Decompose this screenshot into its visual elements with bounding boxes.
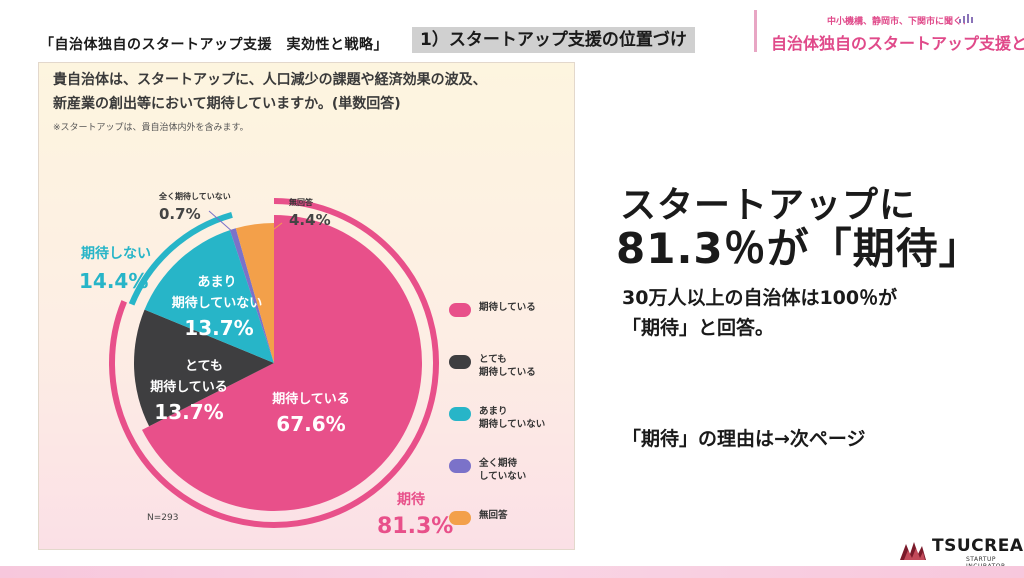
slice-value-very: 13.7% — [154, 400, 223, 424]
value-no-answer: 4.4% — [289, 211, 331, 229]
subhead-line-2: 「期待」と回答。 — [622, 317, 775, 339]
question-note: ※スタートアップは、貴自治体内外を含みます。 — [53, 123, 249, 133]
group-label-not-expect: 期待しない — [81, 245, 151, 262]
logo-subtitle: 中小機構、静岡市、下関市に聞く！ — [827, 17, 972, 27]
slice-no-answer — [235, 223, 274, 363]
series-logo: 中小機構、静岡市、下関市に聞く！ 自治体独自のスタートアップ支援とは — [754, 10, 1024, 53]
slice-value-expect: 67.6% — [276, 412, 345, 436]
slice-expect — [141, 215, 423, 511]
slice-label-expect: 期待している — [272, 391, 350, 407]
legend-swatch — [449, 407, 471, 421]
breadcrumb: 「自治体独自のスタートアップ支援 実効性と戦略」 — [40, 37, 388, 53]
value-none-at-all: 0.7% — [159, 205, 201, 223]
survey-panel: 貴自治体は、スタートアップに、人口減少の課題や経済効果の波及、 新産業の創出等に… — [38, 62, 575, 550]
label-none-at-all: 全く期待していない — [158, 191, 231, 201]
group-value-not-expect: 14.4% — [79, 269, 148, 293]
slice-label-little-line1: あまり — [197, 275, 236, 290]
slice-value-little: 13.7% — [184, 316, 253, 340]
slice-little-expect — [144, 230, 274, 363]
bar-chart-icon — [959, 14, 973, 23]
chart-legend: 期待している とても 期待している あまり 期待していない 全く期待 していない… — [449, 301, 545, 561]
legend-label: 期待している — [479, 302, 536, 313]
leader-line-no-answer — [260, 222, 283, 240]
legend-swatch — [449, 303, 471, 317]
legend-label: 全く期待 していない — [479, 458, 527, 482]
brand-logo-icon — [900, 542, 926, 560]
logo-title: 自治体独自のスタートアップ支援とは — [771, 34, 1024, 53]
label-no-answer: 無回答 — [289, 197, 314, 207]
expect-group-arc — [109, 198, 439, 528]
brand-name: TSUCREA — [932, 536, 1024, 556]
legend-label: とても 期待している — [479, 354, 536, 378]
slice-label-little-line2: 期待していない — [172, 295, 263, 311]
legend-item: 全く期待 していない — [449, 457, 545, 509]
legend-label: あまり 期待していない — [479, 406, 546, 430]
slice-none-at-all — [229, 228, 274, 363]
pie-chart: 期待している 67.6% とても 期待している 13.7% あまり 期待していな… — [79, 191, 453, 539]
legend-item: あまり 期待していない — [449, 405, 545, 457]
legend-swatch — [449, 355, 471, 369]
legend-item: とても 期待している — [449, 353, 545, 405]
legend-swatch — [449, 459, 471, 473]
subhead-line-1: 30万人以上の自治体は100％が — [622, 287, 898, 309]
legend-label: 無回答 — [479, 510, 508, 521]
leader-line-none — [208, 210, 235, 234]
slice-very-expect — [134, 309, 274, 427]
group-label-expect: 期待 — [397, 491, 425, 508]
legend-swatch — [449, 511, 471, 525]
question-line-1: 貴自治体は、スタートアップに、人口減少の課題や経済効果の波及、 — [53, 72, 487, 88]
headline-line-1: スタートアップに — [620, 185, 917, 226]
slice-label-very-line1: とても — [185, 359, 223, 374]
legend-item: 期待している — [449, 301, 545, 353]
slice-label-very-line2: 期待している — [150, 379, 228, 395]
next-page-note: 「期待」の理由は→次ページ — [622, 428, 866, 450]
headline-line-2: 81.3％が「期待」 — [616, 224, 982, 273]
question-line-2: 新産業の創出等において期待していますか。(単数回答) — [53, 96, 401, 112]
legend-item: 無回答 — [449, 509, 545, 561]
not-expect-group-arc — [128, 211, 233, 306]
footer-band — [0, 566, 1024, 578]
group-value-expect: 81.3% — [377, 514, 453, 539]
section-title: 1）スタートアップ支援の位置づけ — [412, 27, 695, 53]
sample-size: N=293 — [147, 513, 179, 523]
